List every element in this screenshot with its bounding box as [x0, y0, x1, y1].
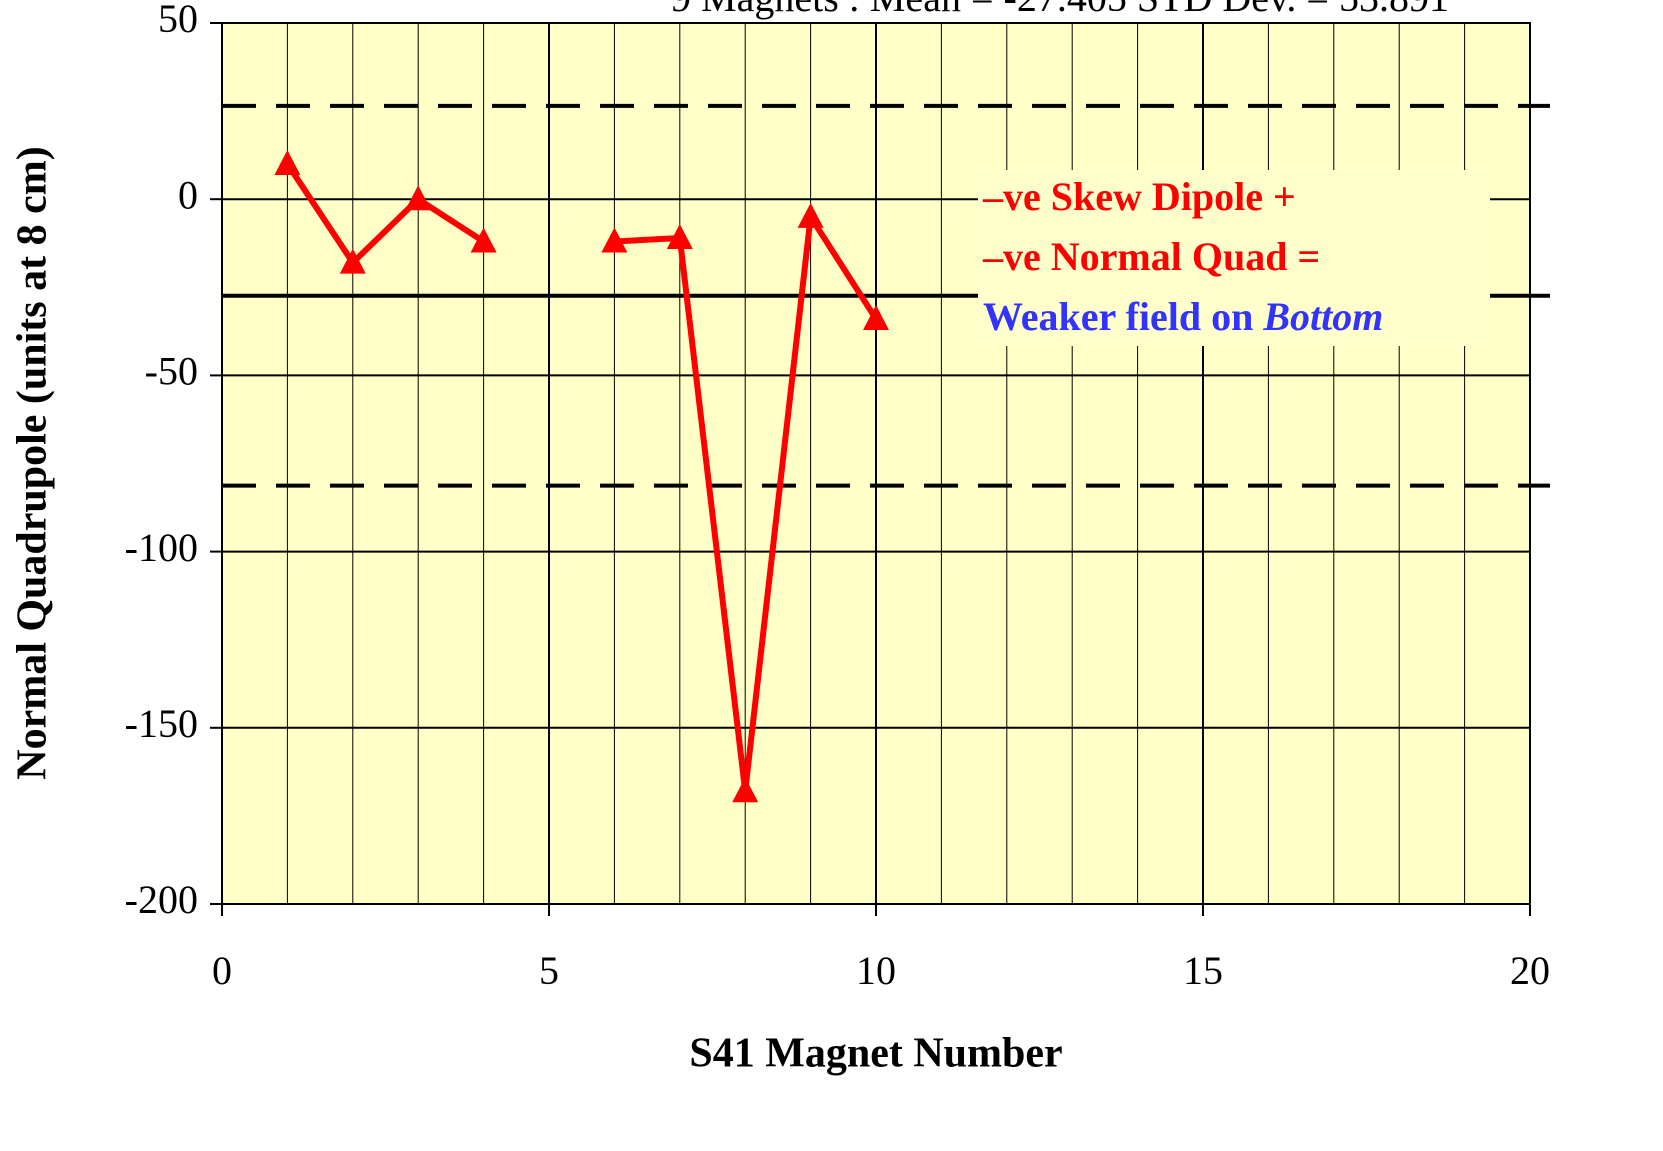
- data-line: [284, 162, 486, 268]
- marker: [863, 305, 889, 331]
- marker: [339, 248, 366, 274]
- annotation-box: [978, 170, 1490, 346]
- marker: [601, 227, 628, 253]
- marker: [470, 227, 497, 253]
- annotation-part: Weaker field on: [983, 294, 1263, 339]
- marker: [274, 149, 301, 175]
- y-tick-label: -100: [125, 525, 198, 570]
- x-axis-title: S41 Magnet Number: [689, 1031, 1062, 1077]
- chart-title: 9 Magnets : Mean = -27.405 STD Dev. = 53…: [671, 0, 1449, 20]
- plot-border: [221, 22, 1531, 905]
- marker: [797, 202, 824, 228]
- annotation-line: –ve Skew Dipole +: [982, 174, 1296, 219]
- y-tick-label: 0: [178, 172, 198, 217]
- x-tick-label: 15: [1183, 948, 1223, 993]
- x-tick-label: 10: [856, 948, 896, 993]
- annotation-line: Weaker field on Bottom: [983, 294, 1383, 339]
- annotation-part: Bottom: [1262, 294, 1383, 339]
- x-tick-label: 0: [212, 948, 232, 993]
- x-tick-label: 5: [539, 948, 559, 993]
- annotation-line: –ve Normal Quad =: [982, 234, 1320, 279]
- marker: [666, 223, 693, 249]
- y-tick-label: -50: [145, 349, 198, 394]
- x-tick-label: 20: [1510, 948, 1550, 993]
- y-axis-title: Normal Quadrupole (units at 8 cm): [10, 146, 56, 780]
- y-tick-label: -200: [125, 877, 198, 922]
- y-tick-label: -150: [125, 701, 198, 746]
- marker: [405, 185, 432, 211]
- y-tick-label: 50: [158, 0, 198, 41]
- marker: [732, 777, 759, 803]
